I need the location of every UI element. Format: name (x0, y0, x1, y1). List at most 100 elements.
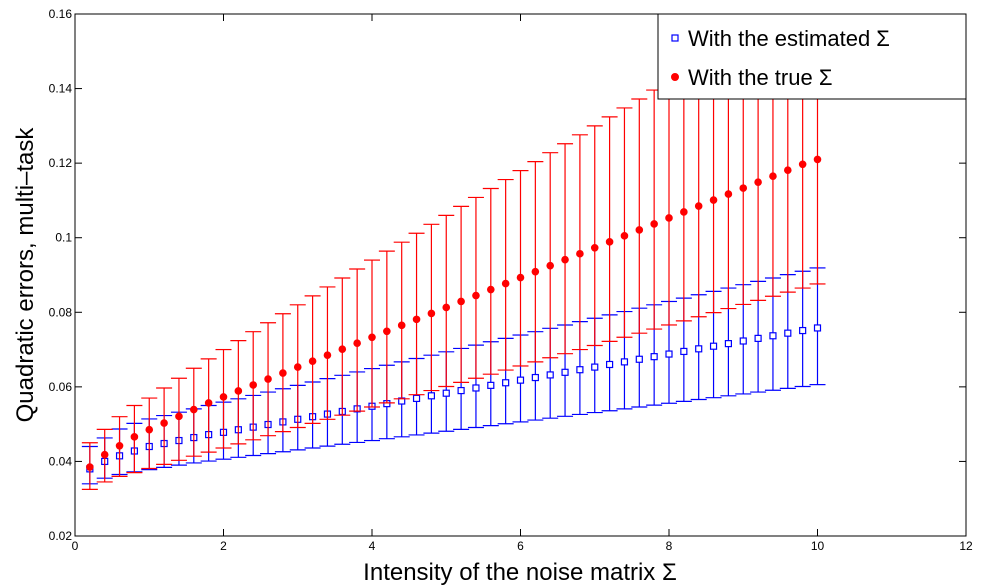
legend-label-true: With the true Σ (688, 65, 832, 90)
data-point-square (769, 332, 777, 340)
data-point-circle (442, 303, 451, 312)
data-point-circle (145, 425, 154, 434)
x-tick-label: 8 (666, 539, 673, 553)
y-tick-label: 0.08 (49, 305, 73, 319)
data-point-circle (264, 375, 272, 383)
data-point-square (487, 381, 495, 389)
data-point-circle (457, 297, 465, 306)
data-point-square (799, 326, 807, 335)
data-point-square (516, 376, 525, 384)
data-point-circle (293, 363, 302, 371)
data-point-circle (576, 249, 584, 258)
data-point-circle (680, 208, 688, 216)
ticks-layer: 0 2 4 6 8 10 12 0.02 0.04 0.06 0.08 0.1 0.12 0.14 0.16 (49, 7, 973, 553)
x-axis-title: Intensity of the noise matrix Σ (363, 559, 677, 586)
data-point-circle (709, 196, 718, 204)
data-point-circle (739, 184, 748, 192)
data-point-circle (546, 261, 555, 270)
legend-label-estimated: With the estimated Σ (688, 26, 890, 51)
data-point-square (724, 340, 733, 348)
data-point-circle (769, 172, 777, 180)
data-point-circle (338, 345, 347, 353)
data-point-square (813, 324, 822, 332)
data-point-circle (694, 202, 703, 210)
data-point-circle (397, 321, 406, 330)
legend-box (657, 13, 967, 100)
x-tick-label: 2 (220, 539, 227, 553)
data-point-square (412, 394, 421, 403)
data-point-circle (353, 339, 361, 348)
data-point-square (576, 366, 584, 374)
data-point-circle (813, 155, 822, 164)
data-point-square (561, 368, 569, 376)
legend: With the estimated Σ With the true Σ (657, 13, 967, 100)
data-point-circle (561, 255, 569, 264)
y-tick-label: 0.04 (49, 454, 73, 468)
x-tick-label: 12 (959, 539, 973, 553)
x-tick-label: 0 (72, 539, 79, 553)
data-point-circle (427, 309, 436, 318)
data-point-square (605, 360, 614, 369)
data-point-circle (279, 369, 287, 377)
data-point-circle (472, 291, 480, 300)
data-point-circle (86, 463, 94, 471)
data-point-circle (798, 160, 807, 169)
series-true (81, 14, 826, 490)
x-tick-label: 6 (517, 539, 524, 553)
data-point-circle (501, 279, 510, 288)
data-point-circle (115, 441, 124, 450)
data-point-circle (234, 387, 243, 395)
data-point-square (784, 329, 792, 337)
data-point-square (502, 379, 510, 387)
data-point-square (739, 337, 747, 345)
data-point-circle (531, 267, 540, 276)
data-point-circle (605, 238, 614, 246)
data-point-circle (635, 226, 644, 234)
legend-marker-estimated (671, 34, 679, 42)
data-point-circle (219, 393, 228, 401)
data-point-square (695, 345, 703, 353)
data-point-circle (665, 214, 673, 222)
data-point-circle (724, 190, 733, 198)
x-tick-label: 10 (811, 539, 825, 553)
data-point-circle (620, 232, 629, 240)
y-tick-label: 0.16 (49, 7, 73, 21)
data-point-square (591, 363, 599, 371)
data-point-circle (249, 381, 257, 389)
data-point-square (457, 386, 465, 395)
data-point-square (472, 384, 480, 392)
data-point-square (620, 358, 629, 366)
legend-marker-true (671, 73, 679, 81)
data-point-circle (487, 285, 495, 294)
data-point-circle (754, 178, 762, 186)
data-point-circle (308, 357, 317, 365)
y-tick-label: 0.1 (55, 231, 72, 245)
data-point-circle (100, 450, 109, 459)
data-point-circle (130, 433, 139, 441)
data-point-circle (412, 315, 421, 324)
y-tick-label: 0.12 (49, 156, 73, 170)
data-point-circle (190, 405, 198, 414)
data-point-square (531, 373, 539, 382)
data-point-circle (383, 327, 391, 336)
y-tick-label: 0.14 (49, 82, 73, 96)
data-point-square (635, 355, 643, 363)
data-point-square (442, 389, 450, 397)
data-point-square (754, 334, 762, 342)
data-point-square (665, 350, 673, 358)
y-tick-label: 0.02 (49, 529, 73, 543)
data-point-square (427, 392, 435, 400)
data-point-square (680, 347, 688, 356)
data-point-circle (204, 399, 213, 407)
data-point-circle (784, 166, 792, 175)
series-layer (81, 14, 826, 490)
data-point-circle (323, 351, 332, 359)
y-tick-label: 0.06 (49, 380, 73, 394)
data-point-circle (368, 333, 376, 342)
data-point-circle (175, 412, 183, 421)
data-point-circle (650, 220, 658, 228)
data-point-square (709, 342, 718, 350)
data-point-square (546, 371, 554, 379)
data-point-square (650, 353, 658, 361)
